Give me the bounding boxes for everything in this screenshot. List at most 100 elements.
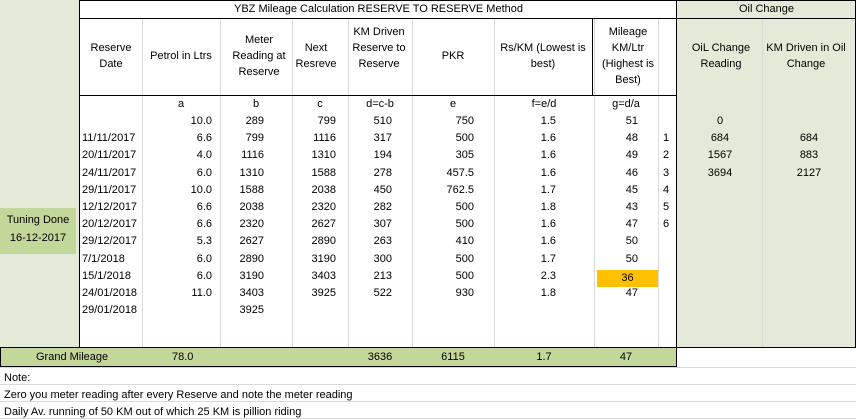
cell-date[interactable]: 24/01/2018 [82, 287, 138, 299]
oil-km-driven[interactable]: 684 [799, 132, 819, 145]
oil-index[interactable]: 6 [663, 218, 670, 231]
cell-next[interactable]: 1588 [311, 166, 336, 179]
cell-date[interactable]: 29/11/2017 [82, 183, 137, 196]
cell-petrol[interactable]: 4.0 [196, 149, 212, 162]
oil-index[interactable]: 5 [663, 201, 670, 213]
cell-petrol[interactable]: 6.6 [196, 218, 212, 231]
cell-km[interactable]: 194 [373, 149, 392, 162]
cell-petrol[interactable]: 6.6 [196, 201, 212, 213]
cell-mileage[interactable]: 45 [625, 183, 638, 196]
cell-petrol[interactable]: 6.0 [196, 166, 212, 179]
cell-petrol[interactable]: 5.3 [196, 235, 212, 248]
cell-pkr[interactable]: 500 [455, 269, 474, 282]
cell-rskm[interactable]: 2.3 [540, 269, 556, 282]
cell-pkr[interactable]: 750 [455, 115, 474, 127]
cell-km[interactable]: 278 [373, 166, 392, 179]
cell-meter[interactable]: 2890 [239, 252, 264, 265]
cell-next[interactable]: 2320 [311, 201, 336, 213]
cell-date[interactable]: 15/1/2018 [82, 269, 131, 282]
grand-mileage[interactable]: 47 [619, 351, 633, 363]
cell-next[interactable]: 799 [317, 115, 336, 127]
cell-rskm[interactable]: 1.6 [540, 149, 556, 162]
cell-next[interactable]: 2627 [311, 218, 336, 231]
cell-date[interactable]: 7/1/2018 [82, 252, 125, 265]
cell-km[interactable]: 522 [373, 287, 392, 299]
cell-mileage[interactable]: 43 [625, 201, 638, 213]
oil-km-driven[interactable]: 2127 [796, 166, 822, 179]
cell-mileage[interactable]: 48 [625, 132, 638, 145]
cell-meter[interactable]: 2320 [239, 218, 264, 231]
cell-date[interactable]: 20/12/2017 [82, 218, 138, 231]
cell-rskm[interactable]: 1.5 [540, 115, 556, 127]
cell-date[interactable]: 29/12/2017 [82, 235, 138, 248]
cell-km[interactable]: 300 [373, 252, 392, 265]
tuning-cell[interactable] [0, 208, 76, 254]
oil-reading[interactable]: 3694 [707, 166, 733, 179]
oil-reading[interactable]: 684 [710, 132, 730, 145]
cell-rskm[interactable]: 1.8 [540, 287, 556, 299]
cell-rskm[interactable]: 1.6 [540, 235, 556, 248]
oil-km-driven[interactable]: 883 [799, 149, 819, 162]
cell-next[interactable]: 3190 [311, 252, 336, 265]
oil-index[interactable]: 3 [663, 166, 670, 179]
cell-pkr[interactable]: 457.5 [446, 166, 474, 179]
cell-pkr[interactable]: 762.5 [446, 183, 474, 196]
cell-mileage[interactable]: 50 [625, 235, 638, 248]
cell-rskm[interactable]: 1.6 [540, 166, 556, 179]
cell-meter[interactable]: 2038 [239, 201, 264, 213]
cell-km[interactable]: 263 [373, 235, 392, 248]
cell-date[interactable]: 11/11/2017 [82, 132, 136, 145]
cell-rskm[interactable]: 1.8 [540, 201, 556, 213]
cell-rskm[interactable]: 1.7 [540, 183, 556, 196]
cell-petrol[interactable]: 10.0 [190, 115, 212, 127]
cell-mileage[interactable]: 47 [625, 287, 638, 299]
cell-mileage[interactable]: 51 [625, 115, 638, 127]
cell-meter[interactable]: 2627 [239, 235, 264, 248]
cell-date[interactable]: 12/12/2017 [82, 201, 138, 213]
cell-km[interactable]: 213 [373, 269, 392, 282]
cell-meter[interactable]: 1310 [239, 166, 264, 179]
cell-meter[interactable]: 3190 [239, 269, 264, 282]
oil-index[interactable]: 4 [663, 183, 670, 196]
grand-rskm[interactable]: 1.7 [536, 351, 552, 363]
cell-meter[interactable]: 289 [245, 115, 264, 127]
cell-km[interactable]: 317 [373, 132, 392, 145]
oil-index[interactable]: 2 [663, 149, 670, 162]
cell-mileage[interactable]: 47 [625, 218, 638, 231]
cell-date[interactable]: 20/11/2017 [82, 149, 137, 162]
cell-next[interactable]: 1310 [311, 149, 336, 162]
cell-meter[interactable]: 799 [245, 132, 264, 145]
grand-km[interactable]: 3636 [367, 351, 393, 363]
cell-next[interactable]: 2890 [311, 235, 336, 248]
cell-meter[interactable]: 3925 [239, 304, 264, 317]
cell-km[interactable]: 307 [373, 218, 392, 231]
cell-pkr[interactable]: 500 [455, 201, 474, 213]
cell-mileage[interactable]: 50 [625, 252, 638, 265]
cell-petrol[interactable]: 6.6 [196, 132, 212, 145]
cell-date[interactable]: 29/01/2018 [82, 304, 138, 317]
cell-rskm[interactable]: 1.7 [540, 252, 556, 265]
cell-date[interactable]: 24/11/2017 [82, 166, 137, 179]
cell-pkr[interactable]: 930 [455, 287, 474, 299]
cell-mileage-highlight[interactable]: 36 [597, 269, 658, 287]
oil-index[interactable]: 1 [663, 132, 670, 145]
cell-mileage[interactable]: 49 [625, 149, 638, 162]
cell-pkr[interactable]: 500 [455, 218, 474, 231]
cell-meter[interactable]: 1588 [239, 183, 264, 196]
cell-meter[interactable]: 3403 [239, 287, 264, 299]
grand-pkr[interactable]: 6115 [441, 351, 465, 363]
cell-next[interactable]: 1116 [313, 132, 336, 145]
cell-next[interactable]: 2038 [311, 183, 336, 196]
cell-mileage[interactable]: 46 [625, 166, 638, 179]
cell-km[interactable]: 282 [373, 201, 392, 213]
cell-km[interactable]: 510 [373, 115, 392, 127]
cell-petrol[interactable]: 10.0 [190, 183, 212, 196]
cell-pkr[interactable]: 500 [455, 252, 474, 265]
cell-rskm[interactable]: 1.6 [540, 132, 556, 145]
cell-next[interactable]: 3925 [311, 287, 336, 299]
oil-reading[interactable]: 1567 [707, 149, 733, 162]
cell-meter[interactable]: 1116 [241, 149, 264, 162]
cell-pkr[interactable]: 500 [455, 132, 474, 145]
cell-petrol[interactable]: 6.0 [196, 252, 212, 265]
oil-reading[interactable]: 0 [716, 115, 724, 127]
